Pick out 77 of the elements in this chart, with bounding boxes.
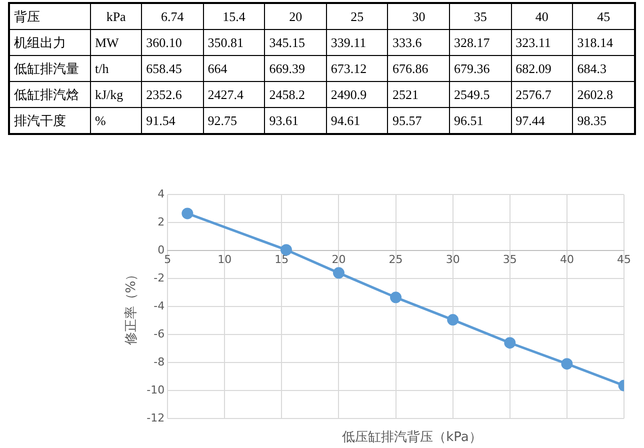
text: 2352.6 — [142, 82, 204, 108]
text: 91.54 — [142, 108, 204, 134]
y-tick-label: -10 — [146, 383, 165, 396]
category-label: kPa — [90, 3, 142, 30]
text: MW — [90, 30, 142, 56]
y-tick-label: 2 — [158, 215, 165, 228]
point — [504, 337, 516, 349]
y-tick-label: -12 — [146, 411, 165, 424]
text: 664 — [203, 56, 265, 82]
y-tick-label: -6 — [154, 327, 165, 340]
point — [280, 244, 292, 256]
y-tick-label: 4 — [158, 187, 165, 200]
text: 2549.5 — [450, 82, 512, 108]
text: 350.81 — [203, 30, 265, 56]
category-label: 15.4 — [203, 3, 265, 30]
text: 682.09 — [511, 56, 573, 82]
y-tick-label: -2 — [154, 271, 165, 284]
text: 94.61 — [326, 108, 388, 134]
category-label: 45 — [572, 3, 635, 30]
text: 2576.7 — [511, 82, 573, 108]
text: 92.75 — [203, 108, 265, 134]
category-label: 20 — [264, 3, 326, 30]
x-tick-label: 35 — [502, 253, 517, 266]
x-tick-label: 45 — [617, 253, 631, 266]
text: 2521 — [388, 82, 450, 108]
text: 93.61 — [264, 108, 326, 134]
category-label: 35 — [450, 3, 512, 30]
text: 96.51 — [450, 108, 512, 134]
category-label: 30 — [388, 3, 450, 30]
text: 339.11 — [326, 30, 388, 56]
text: 360.10 — [142, 30, 204, 56]
text: 328.17 — [450, 30, 512, 56]
text: 2458.2 — [264, 82, 326, 108]
text: t/h — [90, 56, 142, 82]
text: kJ/kg — [90, 82, 142, 108]
category-label: 40 — [511, 3, 573, 30]
text: 97.44 — [511, 108, 573, 134]
text: 318.14 — [572, 30, 635, 56]
y-axis-title: 修正率（%） — [123, 268, 140, 346]
x-tick-label: 30 — [446, 253, 460, 266]
x-tick-label: 25 — [388, 253, 403, 266]
text: 669.39 — [264, 56, 326, 82]
text: 98.35 — [572, 108, 635, 134]
point — [447, 314, 459, 326]
text: 排汽干度 — [9, 108, 90, 134]
x-tick-label: 40 — [560, 253, 574, 266]
x-tick-label: 20 — [332, 253, 346, 266]
category-label: 25 — [326, 3, 388, 30]
text: 345.15 — [264, 30, 326, 56]
y-tick-label: -4 — [154, 299, 165, 312]
text: 673.12 — [326, 56, 388, 82]
text: 684.3 — [572, 56, 635, 82]
text: 2427.4 — [203, 82, 265, 108]
text: % — [90, 108, 142, 134]
text: 676.86 — [388, 56, 450, 82]
y-tick-label: 0 — [158, 243, 165, 256]
text: 658.45 — [142, 56, 204, 82]
point — [182, 208, 194, 220]
text: 333.6 — [388, 30, 450, 56]
x-tick-label: 15 — [274, 253, 289, 266]
text: 2490.9 — [326, 82, 388, 108]
category-label: 6.74 — [142, 3, 204, 30]
point — [561, 358, 573, 370]
text: 机组出力 — [9, 30, 90, 56]
text: 低缸排汽焓 — [9, 82, 90, 108]
text: 679.36 — [450, 56, 512, 82]
category-label: 背压 — [9, 3, 90, 30]
text: 323.11 — [511, 30, 573, 56]
point — [390, 292, 402, 304]
x-tick-label: 5 — [164, 253, 172, 266]
text: 95.57 — [388, 108, 450, 134]
text: 低缸排汽量 — [9, 56, 90, 82]
x-tick-label: 10 — [218, 253, 232, 266]
point — [332, 267, 344, 279]
text: 2602.8 — [572, 82, 635, 108]
y-tick-label: -8 — [154, 355, 165, 368]
x-axis-title: 低压缸排汽背压（kPa） — [341, 429, 483, 446]
